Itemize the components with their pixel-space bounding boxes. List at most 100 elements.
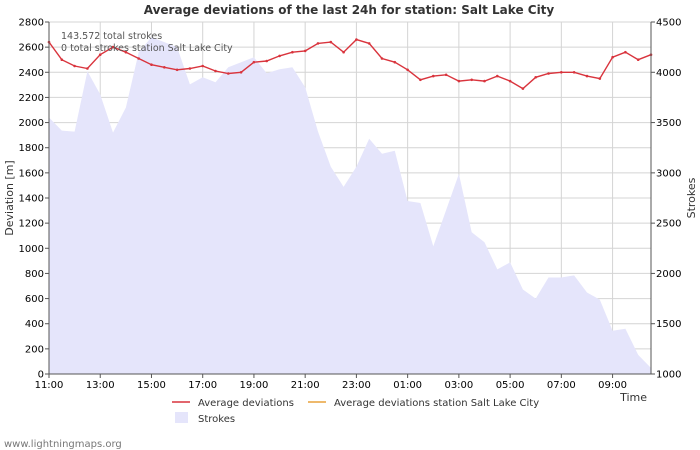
avg-deviations-point [508, 79, 512, 83]
avg-deviations-point [111, 45, 115, 49]
x-axis: 11:00 13:00 15:00 17:00 19:00 21:00 23:00 01:00… [35, 373, 651, 391]
y-tick-label: 400 [25, 319, 44, 330]
avg-deviations-point [547, 72, 550, 75]
avg-deviations-point [355, 38, 358, 41]
legend: Average deviations Average deviations st… [172, 398, 539, 425]
x-tick-label: 17:00 [188, 380, 217, 391]
y2-tick-label: 1000 [656, 370, 681, 381]
y-tick-label: 1000 [19, 244, 44, 255]
y2-tick-label: 3000 [656, 168, 681, 179]
strokes-area-layer [49, 37, 651, 374]
avg-deviations-point [252, 60, 256, 64]
avg-deviations-point [457, 79, 461, 83]
deviation-line-layer [47, 38, 653, 90]
y-tick-label: 0 [38, 370, 44, 381]
x-tick-label: 09:00 [598, 380, 627, 391]
y-tick-label: 1400 [19, 194, 44, 205]
y-tick-label: 2400 [19, 68, 44, 79]
avg-deviations-point [329, 40, 333, 44]
avg-deviations-point [342, 50, 345, 54]
y-tick-label: 1200 [19, 219, 44, 230]
avg-deviations-point [406, 68, 409, 72]
station-strokes-annotation: 0 total strokes station Salt Lake City [61, 43, 233, 54]
strokes-area [49, 37, 651, 374]
legend-label-station-deviations: Average deviations station Salt Lake Cit… [334, 398, 539, 409]
chart-title: Average deviations of the last 24h for s… [144, 3, 555, 17]
x-tick-label: 21:00 [291, 380, 320, 391]
avg-deviations-point [572, 71, 576, 74]
avg-deviations-point [534, 76, 537, 79]
avg-deviations-point [201, 64, 204, 68]
avg-deviations-point [239, 71, 243, 74]
x-tick-label: 19:00 [240, 380, 269, 391]
avg-deviations-point [611, 55, 614, 59]
avg-deviations-point [585, 74, 589, 78]
y2-tick-label: 2500 [656, 219, 681, 230]
avg-deviations-point [636, 58, 640, 61]
avg-deviations-point [150, 63, 153, 66]
avg-deviations-point [137, 57, 140, 60]
avg-deviations-point [291, 50, 294, 54]
x-tick-label: 11:00 [35, 380, 64, 391]
y-tick-label: 2600 [19, 43, 44, 54]
avg-deviations-point [303, 49, 307, 53]
avg-deviations-point [124, 50, 128, 54]
y-axis-label: Deviation [m] [3, 160, 16, 235]
avg-deviations-point [98, 53, 102, 56]
avg-deviations-point [86, 67, 89, 70]
avg-deviations-point [380, 57, 384, 60]
x-tick-label: 05:00 [496, 380, 525, 391]
y2-tick-label: 3500 [656, 118, 681, 129]
avg-deviations-point [265, 59, 269, 63]
y-tick-label: 800 [25, 269, 44, 280]
avg-deviations-point [175, 68, 179, 72]
avg-deviations-point [393, 60, 397, 64]
y-axis-left: 0 200 400 600 800 1000 1200 1400 1600 1800 2000 220… [19, 18, 50, 381]
avg-deviations-point [316, 42, 320, 45]
total-strokes-annotation: 143.572 total strokes [61, 31, 162, 42]
y2-tick-label: 4000 [656, 68, 681, 79]
avg-deviations-point [60, 58, 64, 61]
y2-tick-label: 2000 [656, 269, 681, 280]
legend-swatch-strokes [175, 412, 188, 423]
avg-deviations-line [48, 38, 652, 90]
y2-tick-label: 4500 [656, 18, 681, 29]
x-tick-label: 23:00 [342, 380, 371, 391]
legend-label-strokes: Strokes [198, 414, 235, 425]
y-tick-label: 1600 [19, 168, 44, 179]
avg-deviations-point [521, 87, 525, 90]
y2-axis-label: Strokes [685, 177, 698, 218]
avg-deviations-point [496, 74, 499, 78]
y-tick-label: 200 [25, 344, 44, 355]
avg-deviations-point [598, 77, 602, 80]
avg-deviations-point [227, 72, 230, 75]
y-tick-label: 600 [25, 294, 44, 305]
x-tick-label: 03:00 [444, 380, 473, 391]
y-axis-right: 1000 1500 2000 2500 3000 3500 4000 4500 [650, 18, 681, 381]
footer-credit: www.lightningmaps.org [4, 439, 122, 450]
avg-deviations-point [278, 54, 281, 58]
avg-deviations-point [432, 74, 435, 78]
avg-deviations-point [483, 79, 486, 83]
avg-deviations-point [470, 78, 474, 82]
y-tick-label: 1800 [19, 143, 44, 154]
avg-deviations-point [419, 78, 422, 82]
y2-tick-label: 1500 [656, 319, 681, 330]
avg-deviations-point [624, 50, 627, 54]
x-tick-label: 01:00 [393, 380, 422, 391]
legend-label-avg-deviations: Average deviations [198, 398, 294, 409]
x-tick-label: 13:00 [86, 380, 115, 391]
avg-deviations-point [73, 64, 76, 68]
x-axis-label: Time [619, 391, 647, 404]
avg-deviations-point [188, 67, 192, 70]
x-tick-label: 15:00 [137, 380, 166, 391]
y-tick-label: 2800 [19, 18, 44, 29]
avg-deviations-point [163, 66, 166, 69]
avg-deviations-point [214, 69, 217, 73]
avg-deviations-point [367, 42, 371, 45]
y-tick-label: 2000 [19, 118, 44, 129]
avg-deviations-point [444, 73, 448, 77]
y-tick-label: 2200 [19, 93, 44, 104]
x-tick-label: 07:00 [547, 380, 576, 391]
